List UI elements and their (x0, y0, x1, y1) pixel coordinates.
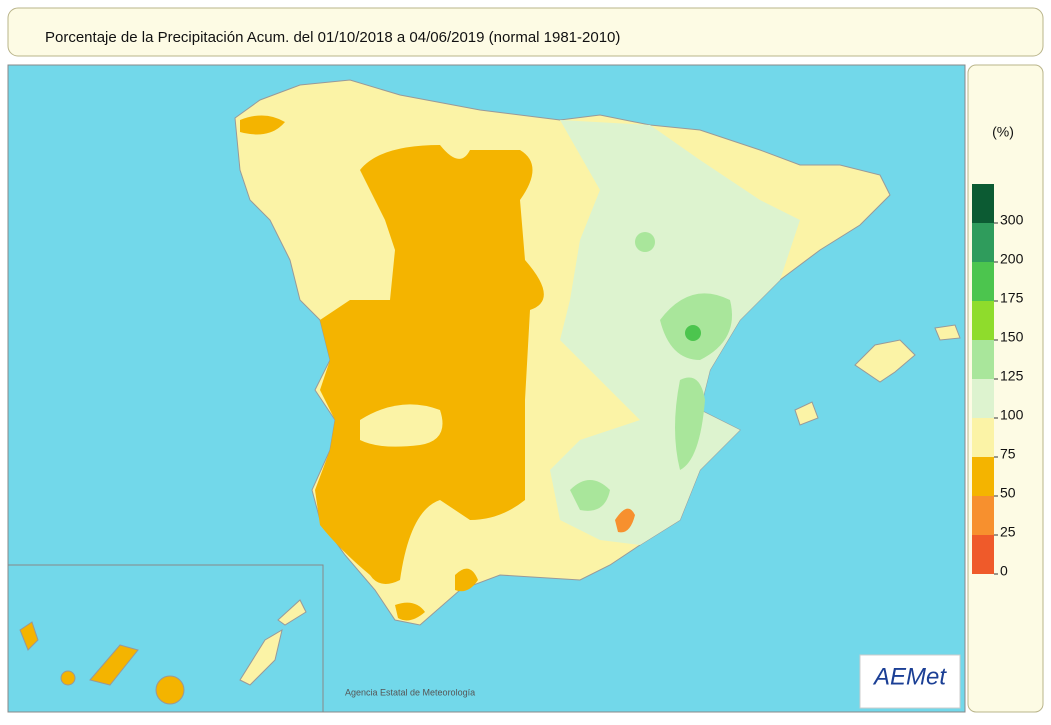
zone-50-75 (455, 568, 478, 592)
island (277, 599, 307, 626)
credit: Agencia Estatal de Meteorología (345, 687, 475, 697)
legend-tick-label: 50 (1000, 485, 1016, 501)
zone-125-150 (635, 232, 655, 252)
zone-125-150 (675, 377, 705, 470)
island (60, 670, 76, 686)
island (239, 628, 283, 686)
legend-tick-label: 0 (1000, 563, 1008, 579)
mallorca (854, 339, 916, 383)
legend-band (972, 223, 994, 262)
island (19, 621, 39, 651)
legend-tick-label: 150 (1000, 329, 1024, 345)
logo: AEMet (872, 663, 947, 690)
legend-band (972, 340, 994, 379)
legend-tick-label: 125 (1000, 368, 1024, 384)
legend-unit: (%) (992, 124, 1014, 140)
legend-band (972, 418, 994, 457)
title-box (7, 7, 1044, 57)
legend-band (972, 301, 994, 340)
island (155, 675, 185, 705)
legend-band (972, 379, 994, 418)
legend-band (972, 457, 994, 496)
menorca (934, 324, 961, 341)
map-title: Porcentaje de la Precipitación Acum. del… (45, 29, 620, 46)
ibiza (794, 401, 819, 426)
legend-tick-label: 100 (1000, 407, 1024, 423)
legend-tick-label: 25 (1000, 524, 1016, 540)
island (89, 644, 139, 686)
canary-inset (7, 564, 324, 713)
legend-band (972, 262, 994, 301)
logo-box (859, 654, 961, 709)
zone-50-75 (240, 115, 285, 135)
legend-band (972, 535, 994, 574)
legend-tick-label: 175 (1000, 290, 1024, 306)
legend-tick-label: 300 (1000, 212, 1024, 228)
zone-25-50 (615, 508, 635, 533)
zone-125-150 (570, 480, 610, 511)
zone-75-100 (360, 404, 443, 447)
legend-band (972, 496, 994, 535)
legend-tick-label: 75 (1000, 446, 1016, 462)
legend: 0 25 50 75 100 125 150 175 200 300 (972, 184, 1024, 579)
zone-50-75 (395, 602, 425, 621)
legend-band (972, 184, 994, 223)
zone-50-75 (315, 145, 544, 584)
legend-tick-label: 200 (1000, 251, 1024, 267)
zone-175-200 (685, 325, 701, 341)
